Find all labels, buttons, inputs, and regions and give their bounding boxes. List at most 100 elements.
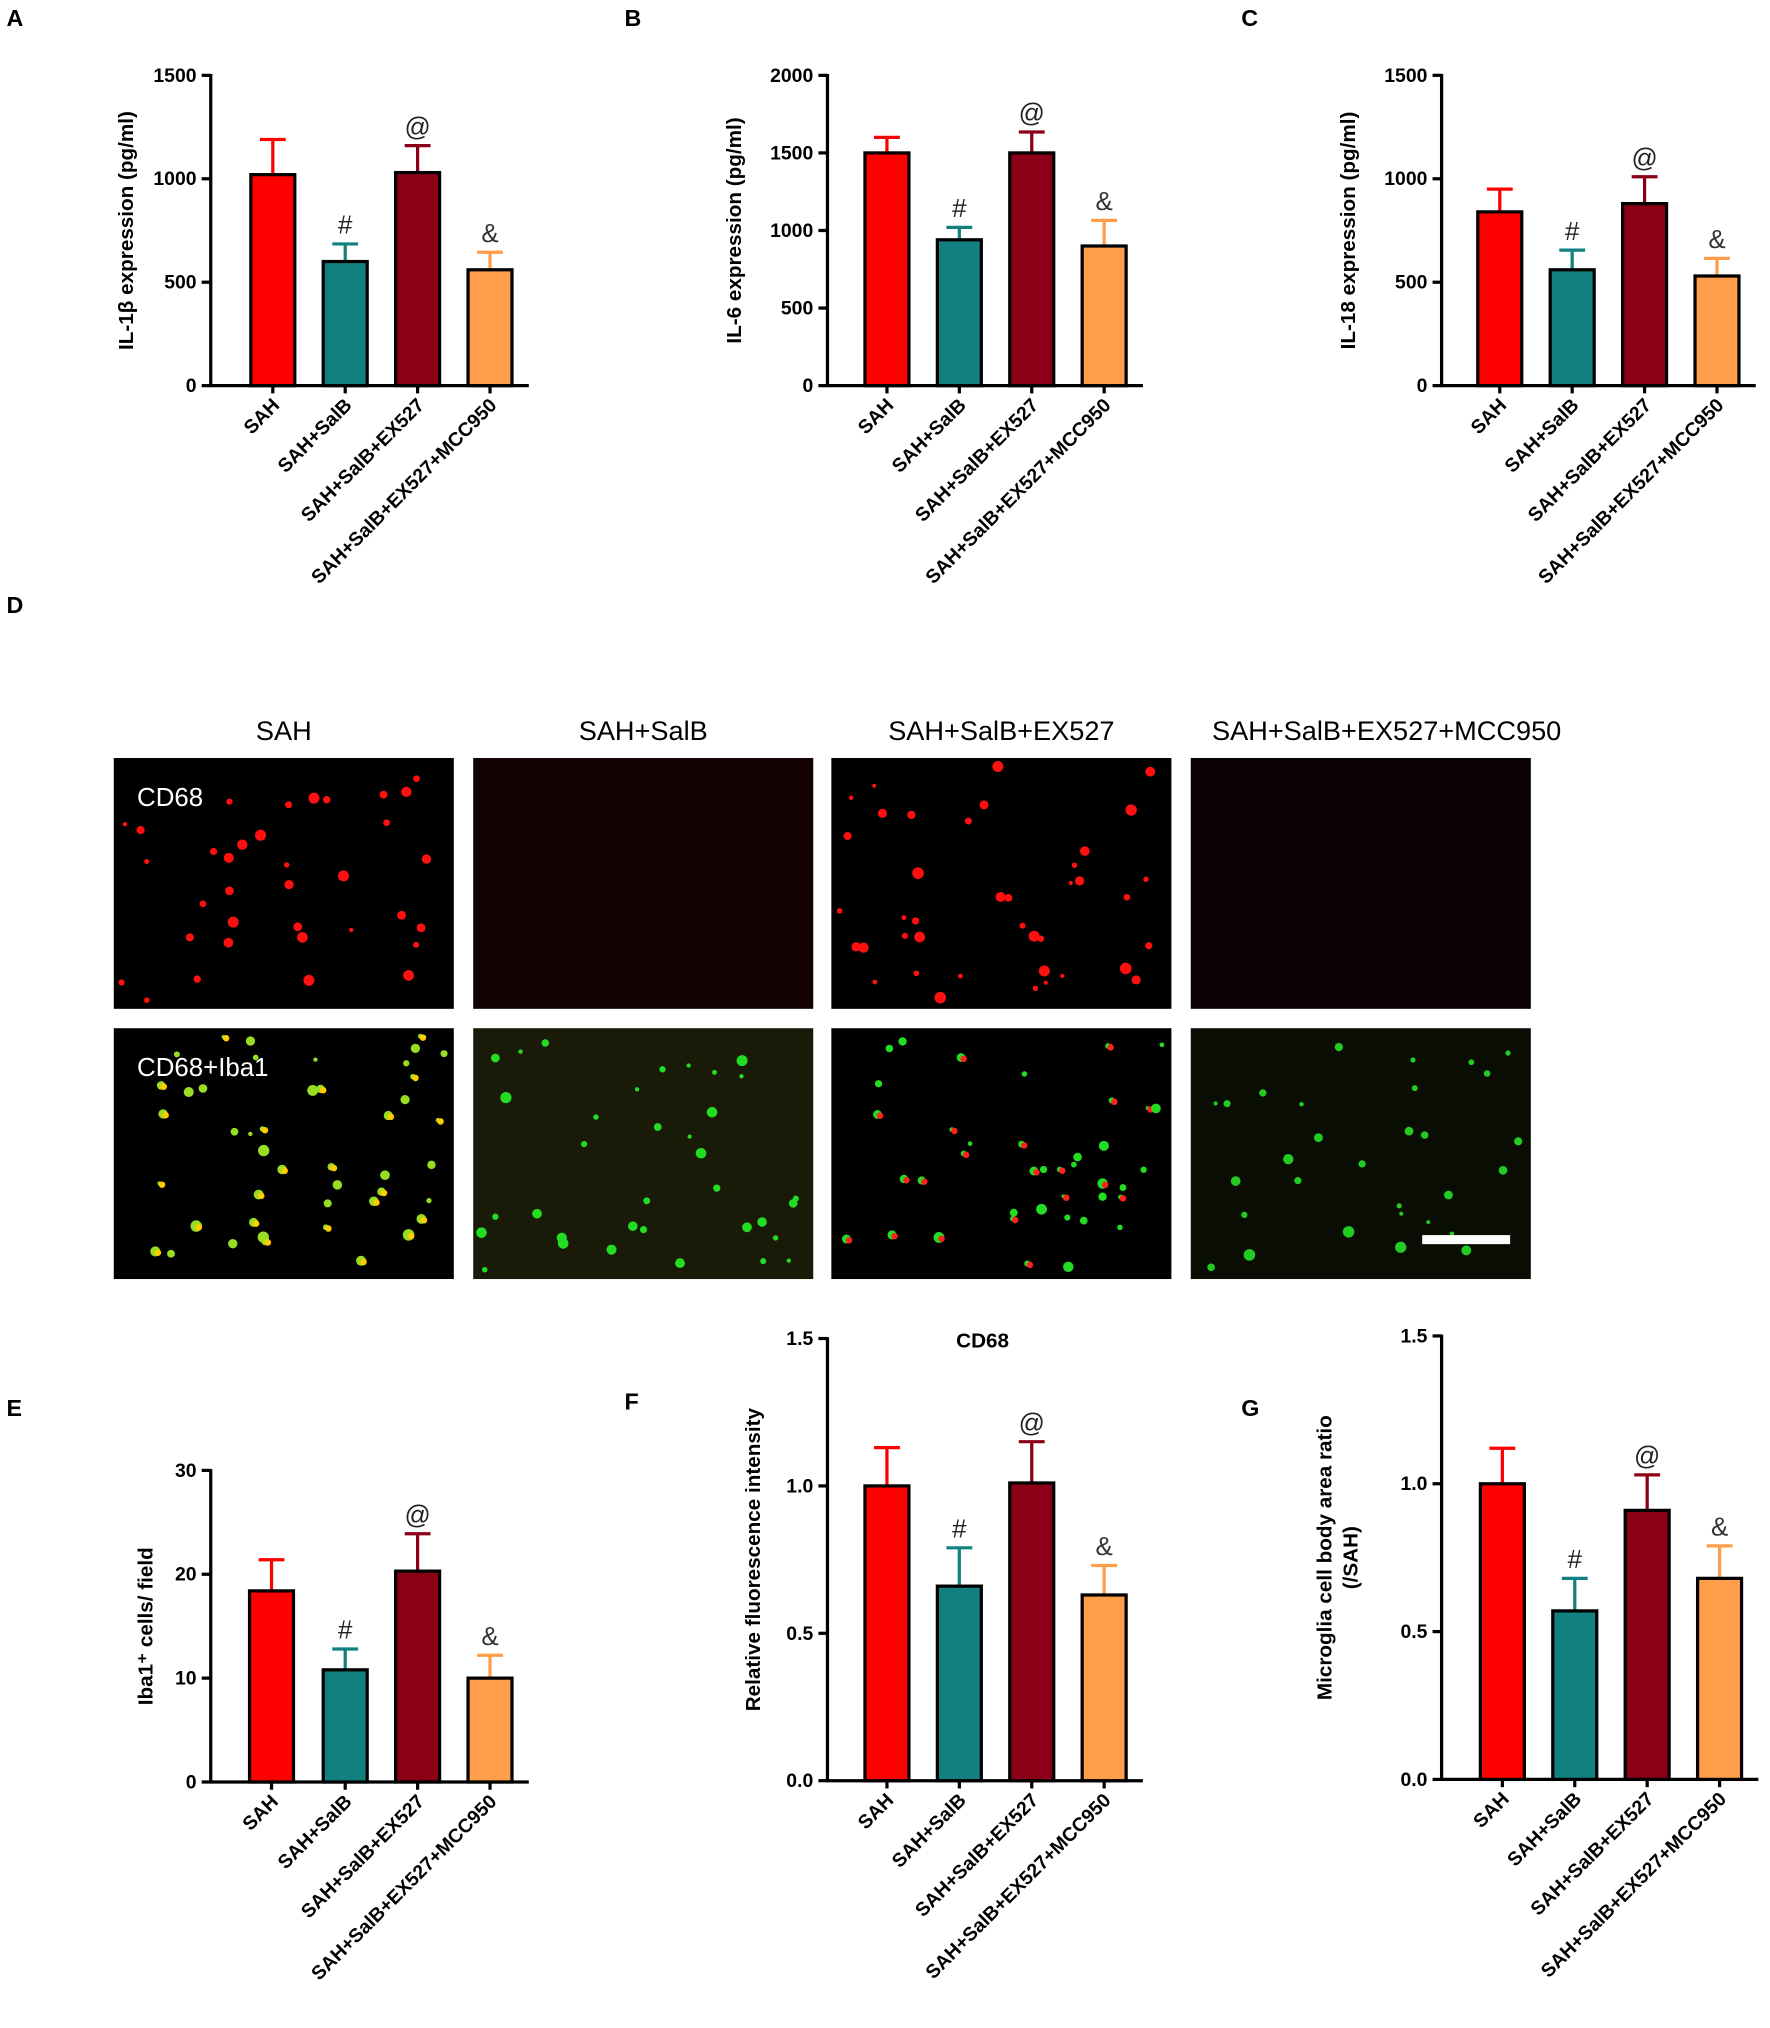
cell-overlap	[160, 1083, 167, 1090]
significance-marker: @	[404, 113, 430, 141]
cell	[757, 1217, 767, 1227]
bar	[1080, 244, 1128, 388]
cell	[958, 973, 963, 979]
x-tick-label: SAH+SalB+EX527	[911, 394, 1043, 526]
significance-marker: #	[1568, 1546, 1583, 1574]
cell	[258, 1144, 270, 1157]
bar	[1551, 1609, 1599, 1782]
x-tick-label: SAH+SalB+EX527	[1526, 1788, 1658, 1920]
column-header: SAH+SalB+EX527	[888, 715, 1114, 746]
cell-overlap	[1107, 1044, 1114, 1051]
cell-overlap	[437, 1118, 444, 1125]
cell	[1032, 985, 1039, 991]
y-tick-label: 500	[1395, 272, 1427, 294]
cell-overlap	[281, 1167, 288, 1175]
cell-overlap	[1020, 1142, 1028, 1149]
y-tick-label: 0.0	[786, 1770, 813, 1792]
y-tick-label: 1000	[1384, 168, 1427, 190]
cell	[237, 839, 248, 850]
bar	[1008, 1481, 1056, 1783]
column-header: SAH+SalB	[579, 715, 708, 746]
cell	[1019, 922, 1026, 929]
cell-overlap	[195, 1224, 203, 1231]
cell	[1426, 1220, 1431, 1225]
x-tick-label: SAH+SalB+EX527	[297, 394, 429, 526]
cell	[1243, 1249, 1256, 1261]
cell	[1038, 965, 1050, 977]
cell	[912, 867, 924, 879]
y-axis-label: Relative fluorescence intensity	[742, 1407, 765, 1711]
cell	[1259, 1089, 1267, 1097]
cell	[1021, 1071, 1028, 1077]
cell	[639, 1226, 648, 1234]
cell	[1411, 1085, 1418, 1092]
cell	[1410, 1057, 1416, 1063]
cell	[1068, 880, 1073, 886]
cell	[1498, 1165, 1508, 1175]
bar	[863, 151, 911, 388]
significance-marker: @	[1634, 1443, 1660, 1471]
cell	[1071, 862, 1078, 868]
cell	[1395, 1241, 1407, 1253]
cell	[136, 826, 145, 835]
cell	[427, 1160, 436, 1170]
cell	[401, 786, 412, 798]
cell	[1420, 1131, 1429, 1139]
cell-overlap	[891, 1232, 898, 1240]
cell	[843, 832, 852, 841]
cell	[858, 942, 869, 953]
cell	[245, 1036, 256, 1046]
cell	[1230, 1176, 1241, 1186]
cell	[872, 783, 877, 788]
micrograph-image	[1190, 758, 1531, 1009]
cell	[1063, 1261, 1074, 1273]
cell	[1468, 1059, 1475, 1066]
bar	[394, 170, 442, 388]
cell	[1125, 804, 1137, 816]
cell	[907, 810, 916, 820]
cell-overlap	[158, 1181, 166, 1188]
row-label: CD68	[137, 784, 203, 812]
cell	[426, 1198, 432, 1204]
cell	[252, 1054, 259, 1061]
cell	[209, 847, 218, 856]
cell-overlap	[252, 1220, 260, 1227]
panel-label: G	[1241, 1395, 1259, 1421]
cell-overlap	[903, 1177, 910, 1184]
cell-overlap	[1063, 1194, 1070, 1201]
y-tick-label: 0	[802, 375, 813, 397]
cell-overlap	[921, 1178, 928, 1185]
significance-marker: &	[481, 220, 498, 248]
significance-marker: @	[404, 1501, 430, 1529]
bar	[935, 1584, 983, 1783]
significance-marker: &	[1708, 226, 1725, 254]
significance-marker: &	[1711, 1514, 1728, 1542]
bar	[1476, 210, 1524, 388]
x-tick-label: SAH	[854, 1789, 898, 1833]
y-tick-label: 500	[781, 298, 813, 320]
cell	[967, 1141, 973, 1146]
cell	[848, 795, 854, 801]
x-tick-label: SAH	[238, 1791, 282, 1835]
cell	[403, 969, 414, 981]
cell	[901, 915, 907, 921]
bar	[1548, 268, 1596, 388]
cell	[413, 941, 420, 948]
cell	[712, 1069, 717, 1075]
bar	[321, 259, 369, 388]
y-tick-label: 20	[175, 1564, 197, 1586]
cell	[1079, 846, 1090, 856]
cell-overlap	[1026, 1261, 1034, 1269]
y-tick-label: 2000	[770, 65, 813, 87]
cell-overlap	[938, 1235, 945, 1242]
cell	[1009, 1208, 1018, 1217]
cell	[1123, 893, 1131, 901]
cell	[500, 1092, 512, 1104]
cell	[760, 1258, 767, 1265]
cell	[1213, 1101, 1218, 1106]
x-tick-label: SAH+SalB+EX527	[297, 1791, 429, 1923]
cell	[686, 1063, 691, 1068]
cell-overlap	[963, 1151, 970, 1159]
cell	[1159, 1042, 1165, 1048]
column-header: SAH	[256, 715, 312, 746]
